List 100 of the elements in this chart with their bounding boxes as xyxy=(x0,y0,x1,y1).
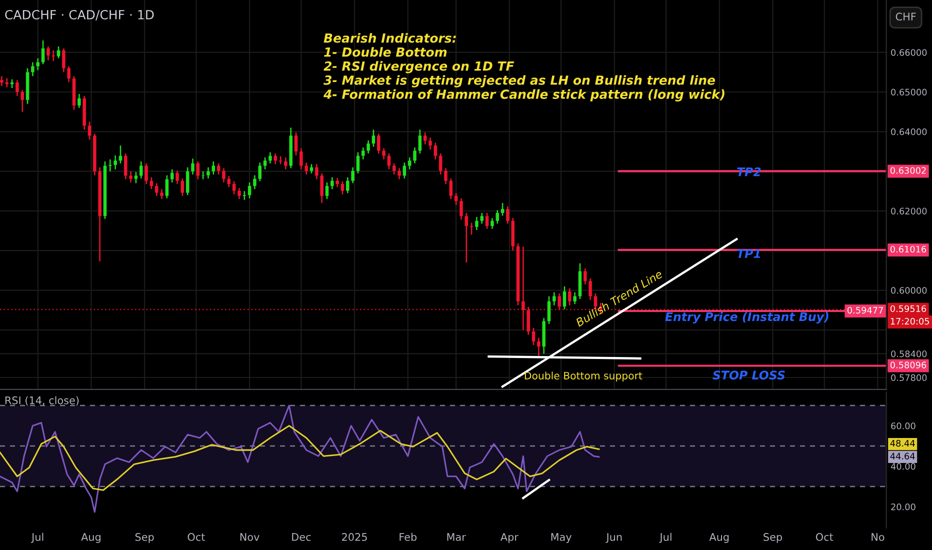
x-tick-label: Oct xyxy=(816,533,834,541)
candlestick xyxy=(325,182,329,200)
candlestick xyxy=(496,210,500,224)
candlestick xyxy=(599,302,602,314)
candlestick xyxy=(88,121,92,140)
annotation: Bearish Indicators: 1- Double Bottom 2- RSI divergence on 1D TF 3- Market is getting rejected as LH on Bullish trend line 4- Formation of Hammer Candle stick pattern (long wick) xyxy=(324,33,724,102)
x-tick-label: Nov xyxy=(240,533,260,541)
candlestick xyxy=(108,158,112,172)
candlestick xyxy=(150,176,154,190)
candlestick xyxy=(382,148,386,160)
x-tick-label: Dec xyxy=(292,533,311,541)
candlestick xyxy=(191,158,194,176)
candlestick xyxy=(434,142,438,160)
candlestick xyxy=(56,46,60,59)
candlestick xyxy=(392,162,396,176)
candlestick xyxy=(274,152,277,165)
candlestick xyxy=(522,246,525,331)
x-tick-label: Aug xyxy=(81,533,100,543)
candlestick xyxy=(336,177,339,188)
candlestick xyxy=(41,40,45,65)
candlestick xyxy=(568,288,572,306)
x-tick-label: Jul xyxy=(659,532,672,543)
ref-line-label: 0.61016 xyxy=(890,246,926,253)
candlestick xyxy=(78,93,81,108)
candlestick xyxy=(165,174,169,199)
x-tick-label: 2025 xyxy=(342,533,367,541)
candlestick xyxy=(588,278,592,301)
candlestick xyxy=(216,162,220,176)
candlestick xyxy=(460,198,463,220)
ref-line-label: 0.59516 xyxy=(890,305,926,312)
candlestick xyxy=(315,164,318,180)
annotation: TP2 xyxy=(737,167,761,176)
x-tick-label: Sep xyxy=(135,533,154,543)
candlestick xyxy=(263,156,267,170)
candlestick xyxy=(144,162,148,185)
x-tick-label: Feb xyxy=(400,532,417,541)
x-tick-label: Apr xyxy=(500,533,518,543)
candlestick xyxy=(475,216,478,231)
x-tick-label: No xyxy=(872,533,884,541)
candlestick xyxy=(444,168,448,185)
candlestick xyxy=(62,48,66,73)
x-tick-label: Aug xyxy=(709,533,729,543)
candlestick xyxy=(16,79,19,97)
y-tick-label: 0.66000 xyxy=(891,49,927,56)
ref-line-label: 0.58096 xyxy=(890,362,926,368)
y-tick-label: 0.60000 xyxy=(891,287,927,294)
line-series xyxy=(0,404,600,513)
x-tick-label: Sep xyxy=(764,533,782,543)
candlestick xyxy=(366,140,370,154)
candlestick xyxy=(372,129,376,148)
annotation: Double Bottom support xyxy=(524,372,642,382)
candlestick xyxy=(129,170,132,184)
text: CADCHF · CAD/CHF · 1D xyxy=(5,10,154,20)
line-series xyxy=(0,424,600,491)
candlestick xyxy=(304,162,308,176)
candlestick xyxy=(52,50,55,62)
candlestick xyxy=(485,212,489,230)
candlestick xyxy=(330,176,334,190)
candlestick xyxy=(449,178,453,200)
candlestick xyxy=(547,296,551,325)
candlestick xyxy=(351,166,354,184)
candlestick xyxy=(206,166,210,180)
candlestick xyxy=(454,192,458,206)
ref-line-label: 0.63002 xyxy=(890,167,926,174)
annotation: STOP LOSS xyxy=(712,370,785,380)
candlestick xyxy=(532,327,536,346)
candlestick xyxy=(268,152,272,164)
candlestick xyxy=(418,129,422,154)
candlestick xyxy=(562,286,566,310)
candlestick xyxy=(212,160,216,176)
candlestick xyxy=(413,146,416,164)
candlestick xyxy=(253,174,256,190)
candlestick xyxy=(500,202,504,216)
candlestick xyxy=(5,77,9,88)
candlestick xyxy=(248,182,252,199)
candlestick xyxy=(537,337,540,358)
candlestick xyxy=(186,166,190,196)
candlestick xyxy=(398,168,401,180)
y-tick-label: 0.57800 xyxy=(891,374,927,382)
candlestick xyxy=(506,206,510,224)
candlestick xyxy=(346,176,350,194)
candlestick xyxy=(134,171,138,184)
candlestick xyxy=(470,222,474,236)
candlestick xyxy=(46,46,50,61)
ref-line-label: 0.59477 xyxy=(848,306,883,314)
x-tick-label: Jun xyxy=(606,533,622,543)
candlestick xyxy=(552,292,556,306)
annotation: TP1 xyxy=(737,249,760,258)
candlestick xyxy=(490,217,494,230)
text: 44.64 xyxy=(890,452,915,460)
candlestick xyxy=(227,175,231,188)
candlestick xyxy=(387,152,391,170)
y-tick-label: 60.00 xyxy=(891,422,916,430)
candlestick xyxy=(320,172,324,204)
candlestick xyxy=(124,152,128,180)
candlestick xyxy=(176,170,179,185)
text: 48.44 xyxy=(890,440,915,447)
candlestick xyxy=(408,156,412,170)
candlestick xyxy=(139,160,143,180)
y-tick-label: 0.58400 xyxy=(891,350,927,358)
